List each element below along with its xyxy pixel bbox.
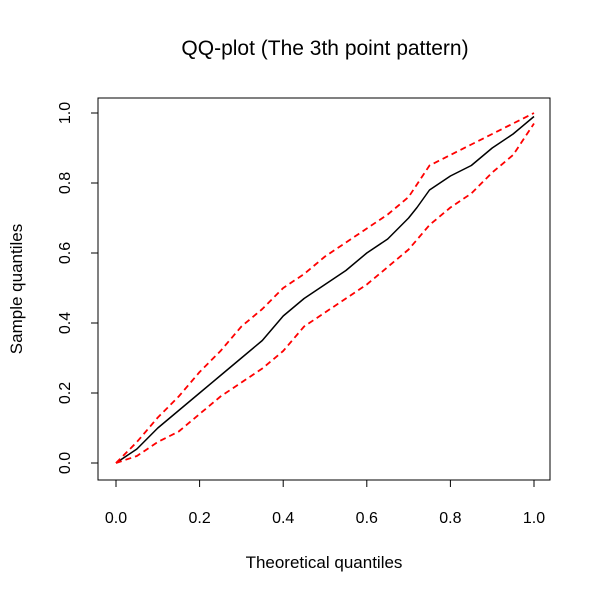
x-axis: 0.0 0.2 0.4 0.6 0.8 1.0 <box>105 479 545 527</box>
y-tick-label: 0.2 <box>57 382 74 404</box>
y-tick-label: 0.8 <box>57 172 74 194</box>
y-tick-label: 0.0 <box>57 452 74 474</box>
x-tick-label: 1.0 <box>523 510 545 527</box>
x-tick-label: 0.2 <box>188 510 210 527</box>
series-upper-envelope <box>115 112 535 464</box>
chart-title: QQ-plot (The 3th point pattern) <box>181 37 468 60</box>
series-sample <box>115 115 535 464</box>
x-tick-label: 0.6 <box>356 510 378 527</box>
y-tick-label: 0.6 <box>57 242 74 264</box>
plot-frame <box>97 97 551 481</box>
x-tick-label: 0.4 <box>272 510 294 527</box>
y-tick-label: 0.4 <box>57 312 74 334</box>
series-lower-envelope <box>115 123 535 464</box>
y-axis: 0.0 0.2 0.4 0.6 0.8 1.0 <box>57 102 99 474</box>
x-tick-label: 0.0 <box>105 510 127 527</box>
x-tick-label: 0.8 <box>439 510 461 527</box>
series-layer <box>115 112 535 464</box>
y-axis-label: Sample quantiles <box>7 224 26 354</box>
x-axis-label: Theoretical quantiles <box>246 553 403 572</box>
y-tick-label: 1.0 <box>57 102 74 124</box>
